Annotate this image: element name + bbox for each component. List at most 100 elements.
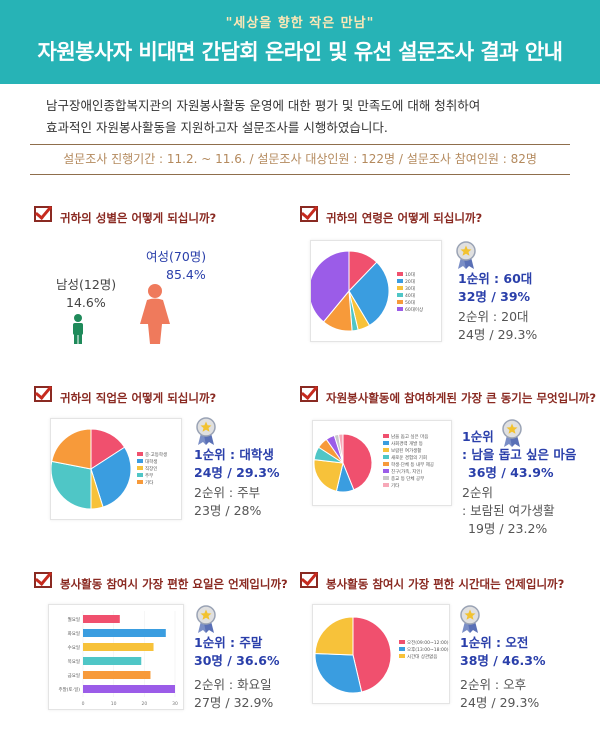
day-rank2-value: 27명 / 32.9% [194, 695, 274, 710]
legend-label: 대학생 [145, 458, 157, 465]
motive-rank1-answer: : 남을 돕고 싶은 마음 [462, 447, 577, 462]
male-label: 남성(12명) 14.6% [56, 276, 116, 312]
pie-slice-time-2 [314, 616, 354, 656]
legend-label: 중·고등학생 [145, 451, 167, 458]
y-category-label: 월요일 [68, 616, 80, 623]
pie-slice-job-1 [90, 446, 132, 508]
legend-swatch [383, 434, 389, 438]
female-label: 여성(70명) 85.4% [146, 248, 206, 284]
pie-slice-motive-7 [338, 433, 344, 464]
bar-4 [83, 671, 151, 679]
y-category-label: 주말(토·일) [58, 686, 80, 693]
divider-bottom [30, 174, 570, 175]
legend-swatch [397, 293, 403, 297]
female-percent: 85.4% [166, 267, 206, 282]
legend-label: 새로운 경험의 기회 [391, 454, 427, 461]
legend-swatch [383, 469, 389, 473]
question-motive-title: 자원봉사활동에 참여하게된 가장 큰 동기는 무엇입니까? [326, 391, 597, 405]
female-figure-icon [140, 284, 170, 344]
medal-icon [460, 605, 480, 633]
legend-label: 보람된 여가생활 [391, 447, 421, 454]
check-icon [300, 206, 318, 222]
bar-5 [83, 685, 175, 693]
x-tick-label: 0 [82, 701, 85, 707]
y-category-label: 금요일 [68, 672, 80, 679]
legend-label: 40대 [405, 292, 415, 299]
legend-label: 사회경력 개발 등 [391, 440, 423, 447]
motive-rank2-label: 2순위 [462, 485, 493, 500]
age-pie-chart: 10대 20대 30대 40대 50대 60대이상 [308, 240, 442, 342]
intro-line-1: 남구장애인종합복지관의 자원봉사활동 운영에 대한 평가 및 만족도에 대해 청… [46, 98, 481, 113]
x-tick-label: 20 [141, 701, 147, 707]
legend-label: 60대이상 [405, 306, 423, 313]
age-rank1: 1순위 : 60대 32명 / 39% [458, 270, 532, 306]
age-rank2-value: 24명 / 29.3% [458, 327, 538, 342]
pie-slice-motive-0 [342, 433, 373, 491]
bar-2 [83, 643, 154, 651]
header-banner: "세상을 향한 작은 만남" 자원봉사자 비대면 간담회 온라인 및 유선 설문… [0, 0, 600, 84]
job-rank1: 1순위 : 대학생 24명 / 29.3% [194, 446, 280, 482]
intro-line-2: 효과적인 자원봉사활동을 지원하고자 설문조사를 시행하였습니다. [46, 120, 388, 135]
motive-rank1: 1순위 : 남을 돕고 싶은 마음 36명 / 43.9% [462, 428, 576, 482]
job-rank1-label: 1순위 : 대학생 [194, 447, 274, 462]
legend-label: 30대 [405, 285, 415, 292]
question-day-title: 봉사활동 참여시 가장 편한 요일은 언제입니까? [60, 577, 288, 591]
legend-swatch [137, 466, 143, 470]
motive-rank2-value: 19명 / 23.2% [468, 521, 548, 536]
legend-label: 20대 [405, 278, 415, 285]
x-tick-label: 10 [111, 701, 117, 707]
check-icon [34, 206, 52, 222]
header-subtitle: "세상을 향한 작은 만남" [225, 16, 375, 31]
legend-swatch [383, 462, 389, 466]
time-pie-svg: 오전(09:00~12:00)오후(13:00~18:00)시간대 상관없음 [314, 616, 449, 694]
y-category-label: 화요일 [68, 630, 80, 637]
legend-swatch [383, 483, 389, 487]
day-bar-chart: 0 10 20 30 월요일 화요일 수요일 목요일 금요일 주말(토·일) [48, 604, 184, 710]
page-title: 자원봉사자 비대면 간담회 온라인 및 유선 설문조사 결과 안내 [37, 40, 564, 64]
legend-label: 오후(13:00~18:00) [407, 647, 449, 653]
job-rank1-value: 24명 / 29.3% [194, 465, 280, 480]
time-rank2: 2순위 : 오후 24명 / 29.3% [460, 676, 539, 712]
medal-icon [196, 417, 216, 445]
male-percent: 14.6% [66, 295, 106, 310]
check-icon [300, 386, 318, 402]
bar-3 [83, 657, 142, 665]
legend-label: 50대 [405, 299, 415, 306]
question-time-title: 봉사활동 참여시 가장 편한 시간대는 언제입니까? [326, 577, 565, 591]
pie-slice-age-5 [308, 250, 350, 323]
check-icon [34, 572, 52, 588]
job-pie-chart: 중·고등학생 대학생 직장인 주부 기타 [50, 418, 182, 520]
day-rank1: 1순위 : 주말 30명 / 36.6% [194, 634, 280, 670]
male-count: 남성(12명) [56, 277, 117, 292]
y-category-label: 목요일 [68, 658, 80, 665]
age-rank2-label: 2순위 : 20대 [458, 309, 529, 324]
legend-label: 기타 [391, 482, 400, 489]
legend-swatch [399, 647, 405, 651]
job-rank2: 2순위 : 주부 23명 / 28% [194, 484, 261, 520]
legend-label: 시간대 상관없음 [407, 653, 437, 660]
bar-0 [83, 615, 120, 623]
day-rank1-value: 30명 / 36.6% [194, 653, 280, 668]
legend-swatch [383, 448, 389, 452]
job-rank2-label: 2순위 : 주부 [194, 485, 261, 500]
legend-swatch [397, 300, 403, 304]
legend-label: 남을 돕고 싶은 마음 [391, 433, 428, 440]
legend-label: 직장인 [145, 465, 157, 472]
motive-rank2-answer: : 보람된 여가생활 [462, 503, 555, 518]
legend-swatch [137, 452, 143, 456]
time-rank1: 1순위 : 오전 38명 / 46.3% [460, 634, 546, 670]
male-figure-icon [73, 314, 83, 344]
legend-label: 주부 [145, 473, 153, 479]
pie-slice-age-1 [348, 261, 390, 327]
legend-label: 기타 [145, 479, 154, 486]
pie-slice-time-0 [352, 616, 392, 693]
legend-swatch [397, 279, 403, 283]
y-category-label: 수요일 [68, 644, 80, 651]
legend-label: 친구(가족, 지인) [391, 468, 422, 475]
legend-swatch [137, 459, 143, 463]
legend-label: 종교 등 단체 공부 [391, 475, 424, 482]
legend-swatch [383, 441, 389, 445]
intro-text: 남구장애인종합복지관의 자원봉사활동 운영에 대한 평가 및 만족도에 대해 청… [46, 95, 566, 139]
